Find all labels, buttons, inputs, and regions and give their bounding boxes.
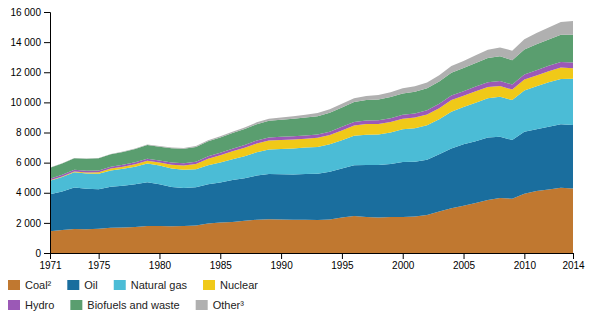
- legend-swatch: [114, 280, 126, 290]
- tick-mark: [44, 193, 50, 194]
- tick-label: 4 000: [16, 187, 41, 198]
- legend-item: Hydro: [8, 299, 54, 311]
- tick-label: 1980: [149, 260, 172, 271]
- tick: 14 000: [10, 37, 50, 48]
- tick: 2005: [453, 253, 476, 271]
- tick-mark: [44, 133, 50, 134]
- legend-label: Oil: [84, 279, 97, 291]
- tick-mark: [44, 12, 50, 13]
- legend-swatch: [196, 300, 208, 310]
- tick-label: 0: [35, 248, 41, 259]
- tick-mark: [220, 253, 221, 259]
- legend-swatch: [70, 300, 82, 310]
- tick: 1990: [270, 253, 293, 271]
- tick: 1980: [149, 253, 172, 271]
- tick-label: 2010: [514, 260, 537, 271]
- tick-mark: [44, 163, 50, 164]
- legend-label: Natural gas: [131, 279, 188, 291]
- tick-mark: [44, 42, 50, 43]
- tick-mark: [44, 223, 50, 224]
- legend-item: Other³: [196, 299, 245, 311]
- tick-mark: [342, 253, 343, 259]
- tick: 1975: [88, 253, 111, 271]
- tick-label: 1995: [331, 260, 354, 271]
- tick-mark: [44, 72, 50, 73]
- tick-mark: [281, 253, 282, 259]
- tick: 1995: [331, 253, 354, 271]
- chart: 1971 1975 1980 1985 1990 1995 2000 2005 2010 2014…: [0, 0, 595, 327]
- tick: 2010: [514, 253, 537, 271]
- tick-mark: [159, 253, 160, 259]
- tick: 10 000: [10, 97, 50, 108]
- tick-label: 1971: [39, 260, 62, 271]
- tick-label: 1990: [270, 260, 293, 271]
- x-axis: 1971 1975 1980 1985 1990 1995 2000 2005 2010 2014: [39, 253, 585, 271]
- tick-label: 1985: [210, 260, 233, 271]
- tick-mark: [524, 253, 525, 259]
- areas: [50, 21, 573, 253]
- tick-mark: [573, 253, 574, 259]
- legend-label: Other³: [213, 299, 245, 311]
- tick-label: 2 000: [16, 218, 41, 229]
- tick-mark: [44, 102, 50, 103]
- legend-item: Nuclear: [203, 279, 258, 291]
- legend-swatch: [8, 280, 20, 290]
- legend-item: Biofuels and waste: [70, 299, 179, 311]
- axis-line: [44, 13, 51, 254]
- tick: 2 000: [16, 218, 50, 229]
- legend-label: Coal²: [25, 279, 52, 291]
- tick: 0: [35, 248, 50, 259]
- tick-label: 6 000: [16, 157, 41, 168]
- tick-mark: [44, 253, 50, 254]
- legend: Coal² Oil Natural gas Nuclear Hydro Biofuels …: [8, 279, 258, 311]
- tick-label: 8 000: [16, 127, 41, 138]
- axis-line: [51, 254, 574, 260]
- legend-label: Hydro: [25, 299, 54, 311]
- tick: 1985: [210, 253, 233, 271]
- tick-label: 2014: [562, 260, 585, 271]
- legend-item: Coal²: [8, 279, 52, 291]
- legend-label: Nuclear: [220, 279, 258, 291]
- tick: 12 000: [10, 67, 50, 78]
- tick-label: 2005: [453, 260, 476, 271]
- tick-label: 16 000: [10, 7, 41, 18]
- tick: 16 000: [10, 7, 50, 18]
- legend-item: Oil: [67, 279, 97, 291]
- tick-label: 12 000: [10, 67, 41, 78]
- tick-mark: [99, 253, 100, 259]
- tick: 2014: [562, 253, 585, 271]
- tick: 4 000: [16, 187, 50, 198]
- tick-label: 2000: [392, 260, 415, 271]
- tick-label: 1975: [88, 260, 111, 271]
- legend-swatch: [203, 280, 215, 290]
- plot: 1971 1975 1980 1985 1990 1995 2000 2005 2010 2014…: [10, 7, 585, 271]
- y-axis: 0 2 000 4 000 6 000 8 000 10 000 12 000 14 000 1…: [10, 7, 50, 259]
- tick: 1971: [39, 253, 62, 271]
- legend-label: Biofuels and waste: [87, 299, 179, 311]
- tick-label: 10 000: [10, 97, 41, 108]
- tick: 6 000: [16, 157, 50, 168]
- area: [50, 21, 573, 168]
- tick: 2000: [392, 253, 415, 271]
- tick-label: 14 000: [10, 37, 41, 48]
- legend-item: Natural gas: [114, 279, 188, 291]
- legend-swatch: [8, 300, 20, 310]
- tick: 8 000: [16, 127, 50, 138]
- tick-mark: [403, 253, 404, 259]
- legend-swatch: [67, 280, 79, 290]
- tick-mark: [464, 253, 465, 259]
